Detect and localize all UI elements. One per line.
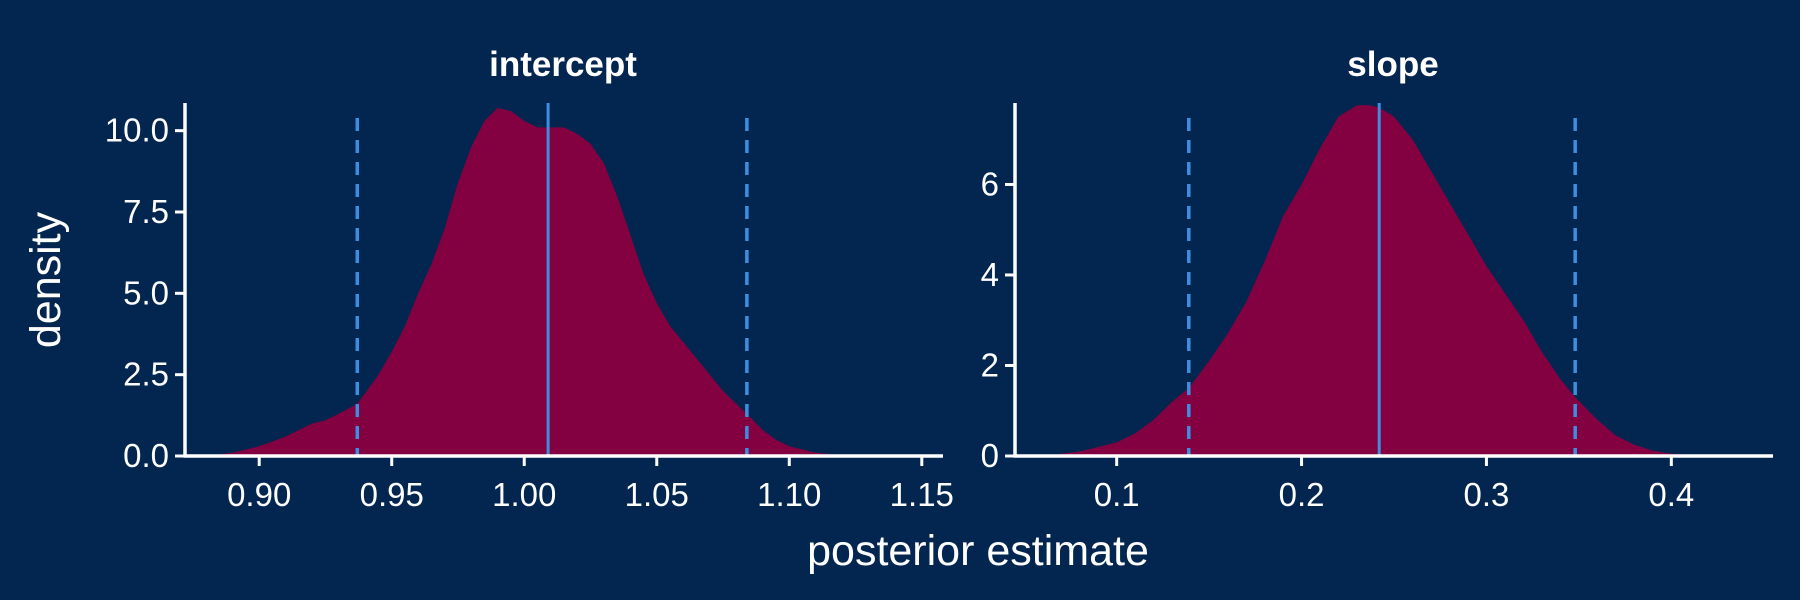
y-tick-label: 0.0 [123, 437, 169, 474]
x-tick-label: 1.00 [492, 476, 556, 513]
y-tick-label: 2.5 [123, 356, 169, 393]
x-tick-label: 1.15 [890, 476, 954, 513]
y-axis-title: density [22, 211, 70, 348]
x-tick-label: 0.95 [360, 476, 424, 513]
y-tick-label: 4 [981, 256, 999, 293]
x-tick-label: 1.05 [625, 476, 689, 513]
x-tick-label: 0.4 [1648, 476, 1694, 513]
x-tick-label: 0.3 [1464, 476, 1510, 513]
y-tick-label: 2 [981, 346, 999, 383]
y-tick-label: 10.0 [105, 112, 169, 149]
x-tick-label: 1.10 [757, 476, 821, 513]
x-axis-title: posterior estimate [807, 527, 1149, 575]
y-tick-label: 6 [981, 165, 999, 202]
y-tick-label: 7.5 [123, 193, 169, 230]
slope-panel: slope 0 2 4 6 0.1 0.2 0.3 0.4 [981, 45, 1773, 513]
density-area [1042, 105, 1746, 457]
y-tick-label: 5.0 [123, 274, 169, 311]
slope-plot-area: 0 2 4 6 0.1 0.2 0.3 0.4 [981, 103, 1773, 513]
y-tick-label: 0 [981, 437, 999, 474]
panel-title-slope: slope [1347, 45, 1438, 84]
intercept-panel: intercept 0.0 2.5 5.0 7.5 10.0 0.90 0.95 1.00 1.… [105, 45, 954, 513]
x-tick-label: 0.1 [1094, 476, 1140, 513]
panel-title-intercept: intercept [489, 45, 637, 84]
x-tick-label: 0.90 [227, 476, 291, 513]
density-area [206, 107, 869, 457]
intercept-plot-area: 0.0 2.5 5.0 7.5 10.0 0.90 0.95 1.00 1.05 1.10 1.15 [105, 103, 954, 513]
x-tick-label: 0.2 [1279, 476, 1325, 513]
